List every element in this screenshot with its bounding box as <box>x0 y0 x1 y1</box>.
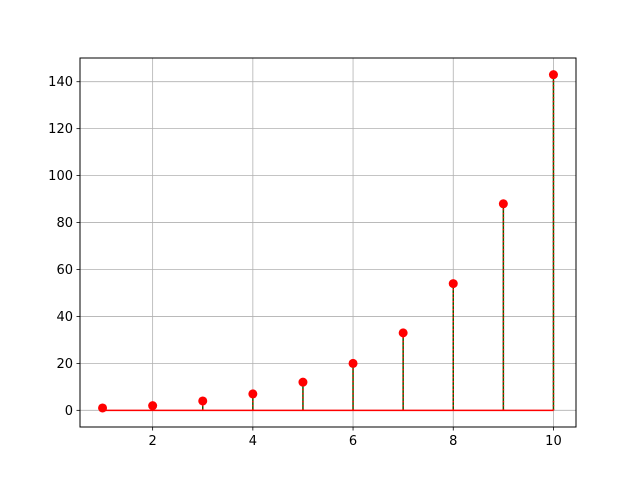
x-axis: 2 4 6 8 10 <box>149 427 562 449</box>
x-tick-label: 6 <box>349 434 357 449</box>
axes-frame <box>79 57 577 428</box>
y-tick-label: 0 <box>65 404 73 419</box>
y-tick-label: 80 <box>56 216 73 231</box>
data-point-marker <box>98 403 108 413</box>
data-point-marker <box>148 401 158 411</box>
y-tick-label: 120 <box>48 122 73 137</box>
y-tick-label: 40 <box>56 310 73 325</box>
y-axis: 0 20 40 60 80 100 120 140 <box>48 75 80 419</box>
data-point-marker <box>248 389 258 399</box>
data-point-marker <box>298 377 308 387</box>
stems <box>101 74 555 411</box>
y-tick-label: 140 <box>48 75 73 90</box>
x-tick-label: 2 <box>149 434 157 449</box>
x-tick-label: 4 <box>249 434 257 449</box>
x-tick-label: 10 <box>545 434 562 449</box>
data-point-marker <box>398 328 408 338</box>
y-tick-label: 100 <box>48 169 73 184</box>
grid <box>80 58 576 427</box>
y-tick-label: 60 <box>56 263 73 278</box>
data-point-marker <box>448 279 458 289</box>
markers <box>98 70 558 413</box>
data-point-marker <box>198 396 208 406</box>
y-tick-label: 20 <box>56 357 73 372</box>
x-tick-label: 8 <box>449 434 457 449</box>
data-point-marker <box>348 358 358 368</box>
data-point-marker <box>498 199 508 209</box>
data-point-marker <box>548 70 558 80</box>
